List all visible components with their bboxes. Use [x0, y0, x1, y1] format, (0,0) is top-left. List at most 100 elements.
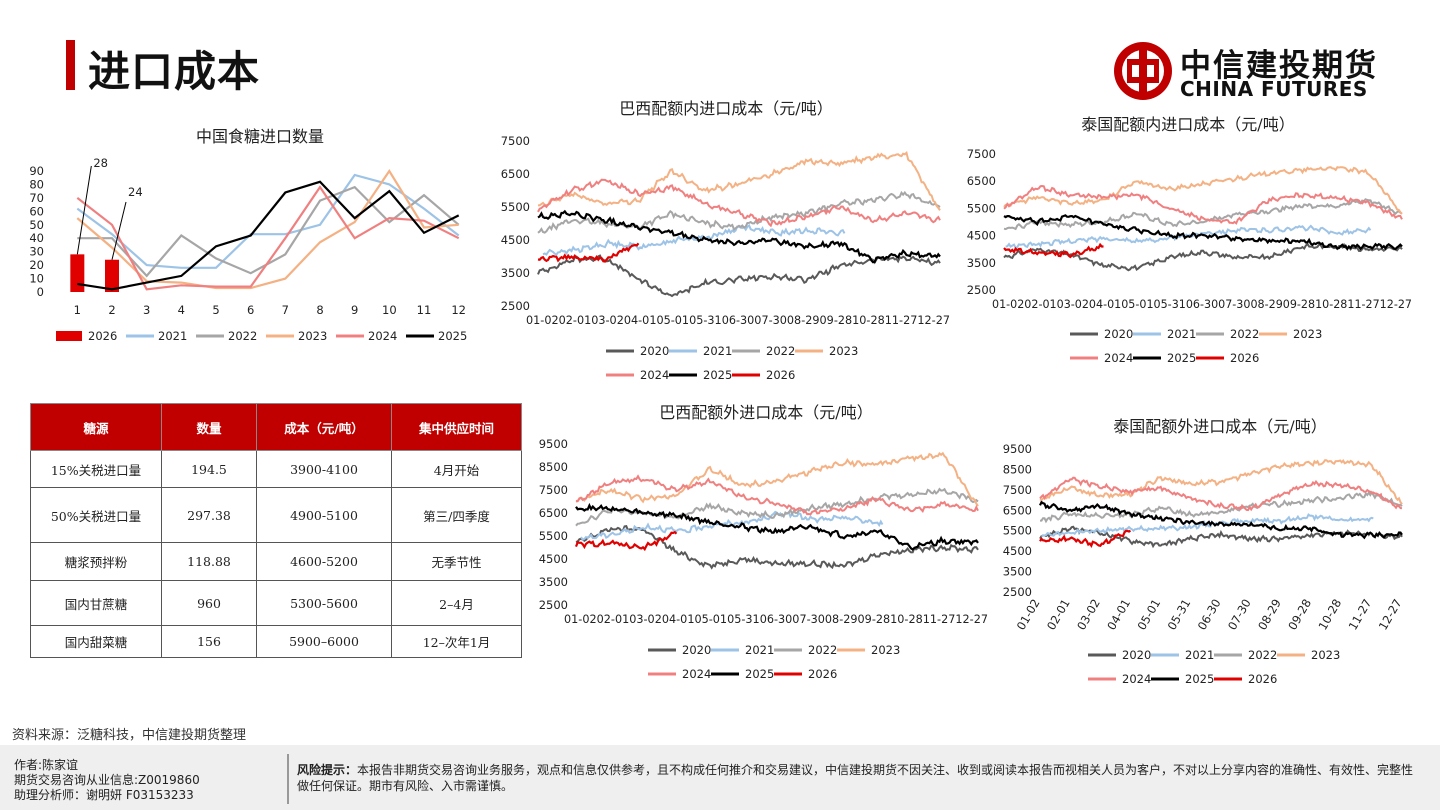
x-tick-label: 1 — [74, 303, 81, 317]
series-line-2024 — [575, 474, 979, 516]
legend-label-2022: 2022 — [1230, 327, 1259, 341]
series-line-2024 — [76, 185, 460, 291]
table-row: 国内甜菜糖 156 5900–6000 12–次年1月 — [30, 625, 522, 658]
series-line-2022 — [537, 190, 941, 234]
y-tick-label: 4500 — [1003, 544, 1032, 558]
table-cell: 5300-5600 — [256, 580, 392, 626]
thai-in-quota-chart: 泰国配额内进口成本（元/吨） 2500 3500 4500 5500 6500 7500 0… — [967, 115, 1412, 365]
legend-label-2024: 2024 — [640, 368, 669, 382]
table-cell: 156 — [161, 625, 257, 658]
y-tick-label: 3500 — [539, 575, 568, 589]
legend-label-2025: 2025 — [703, 368, 732, 382]
x-tick-label: 9 — [351, 303, 358, 317]
legend-label-2025: 2025 — [745, 667, 774, 681]
x-tick-label: 10 — [382, 303, 397, 317]
x-tick-label: 7 — [282, 303, 289, 317]
y-tick-label: 5500 — [539, 529, 568, 543]
x-tick-label: 06-30 — [1195, 597, 1224, 633]
series-line-2024 — [1039, 476, 1403, 512]
table-cell: 3900-4100 — [256, 450, 392, 488]
x-tick-label: 11 — [417, 303, 432, 317]
x-tick-label: 12 — [451, 303, 466, 317]
y-tick-label: 6500 — [501, 167, 530, 181]
brand-name-cn: 中信建投期货 — [1180, 48, 1378, 84]
license-number: 期货交易咨询从业信息:Z0019860 — [14, 773, 200, 787]
legend-label-2024: 2024 — [682, 667, 711, 681]
y-tick-label: 3500 — [1003, 565, 1032, 579]
y-tick-label: 8500 — [1003, 462, 1032, 476]
legend-label-2020: 2020 — [1104, 327, 1133, 341]
table-header-cell: 成本（元/吨） — [256, 403, 392, 451]
y-tick-label: 60 — [29, 204, 44, 218]
series-line-2022 — [575, 487, 979, 527]
legend-label-2022: 2022 — [228, 329, 257, 343]
series-line-2022 — [1040, 490, 1403, 524]
chart-title: 中国食糖进口数量 — [196, 127, 324, 146]
series-line-2025 — [537, 209, 941, 264]
y-tick-label: 5500 — [501, 200, 530, 214]
table-cell: 2–4月 — [391, 580, 522, 626]
legend-label-2021: 2021 — [745, 643, 774, 657]
brand-name-en: CHINA FUTURES — [1180, 77, 1368, 101]
table-row: 15%关税进口量 194.5 3900-4100 4月开始 — [30, 450, 522, 488]
x-tick-labels: 01-0202-0103-0204-0105-0105-3106-3007-30… — [564, 612, 988, 626]
legend-label-2023: 2023 — [298, 329, 327, 343]
import-cost-table: 糖源 数量 成本（元/吨） 集中供应时间 15%关税进口量 194.5 3900… — [30, 403, 522, 658]
series-line-2026 — [1003, 242, 1104, 259]
y-tick-label: 90 — [29, 164, 44, 178]
source-note: 资料来源：泛糖科技，中信建投期货整理 — [12, 728, 247, 743]
table-cell: 194.5 — [161, 450, 257, 488]
series-line-2022 — [1003, 198, 1403, 231]
risk-disclaimer: 风险提示：本报告非期货交易咨询业务服务，观点和信息仅供参考，且不构成任何推介和交… — [297, 762, 1417, 794]
footer-author-info: 作者:陈家谊 期货交易咨询从业信息:Z0019860 助理分析师：谢明妍 F03… — [14, 758, 200, 803]
x-tick-label: 08-29 — [1255, 597, 1284, 633]
legend-label-2025: 2025 — [1167, 351, 1196, 365]
x-tick-label: 3 — [143, 303, 150, 317]
callout-line — [111, 201, 127, 260]
x-tick-label: 04-01 — [1104, 597, 1133, 633]
x-tick-label: 10-28 — [1315, 597, 1344, 633]
data-label: 24 — [128, 185, 143, 199]
x-tick-label: 2 — [108, 303, 115, 317]
x-tick-label: 03-02 — [1074, 597, 1103, 633]
x-tick-label: 11-27 — [1346, 597, 1375, 633]
series-line-2023 — [575, 451, 979, 507]
author: 作者:陈家谊 — [14, 758, 79, 772]
assistant-analyst: 助理分析师：谢明妍 F03153233 — [14, 788, 194, 802]
y-tick-label: 7500 — [501, 134, 530, 148]
table-cell: 960 — [161, 580, 257, 626]
legend-label-2023: 2023 — [1293, 327, 1322, 341]
series-line-2024 — [537, 178, 941, 228]
data-label: 28 — [93, 156, 108, 170]
table-cell: 4月开始 — [391, 450, 522, 488]
x-tick-label: 05-01 — [1134, 597, 1163, 633]
y-tick-label: 80 — [29, 177, 44, 191]
y-tick-label: 8500 — [539, 460, 568, 474]
table-cell: 国内甜菜糖 — [30, 625, 162, 658]
y-tick-label: 2500 — [501, 299, 530, 313]
footer — [0, 745, 1440, 810]
table-cell: 50%关税进口量 — [30, 487, 162, 543]
legend-label-2023: 2023 — [871, 643, 900, 657]
chart-title: 巴西配额外进口成本（元/吨） — [659, 403, 872, 422]
bar-2026 — [105, 259, 119, 292]
risk-text: 本报告非期货交易咨询业务服务，观点和信息仅供参考，且不构成任何推介和交易建议，中… — [297, 763, 1414, 793]
brazil-out-quota-chart: 巴西配额外进口成本（元/吨） 2500 3500 4500 5500 6500 7500 8… — [539, 403, 988, 681]
table-header-cell: 数量 — [161, 403, 257, 451]
table-row: 糖浆预拌粉 118.88 4600-5200 无季节性 — [30, 542, 522, 581]
y-tick-label: 5500 — [967, 201, 996, 215]
y-tick-label: 9500 — [1003, 442, 1032, 456]
x-tick-labels: 01-0202-0103-0204-0105-0105-3106-3007-30… — [526, 313, 950, 327]
chart-title: 巴西配额内进口成本（元/吨） — [619, 99, 832, 118]
legend-label-2025: 2025 — [1185, 672, 1214, 686]
table-cell: 297.38 — [161, 487, 257, 543]
y-tick-label: 7500 — [539, 483, 568, 497]
y-tick-label: 5500 — [1003, 524, 1032, 538]
y-tick-label: 40 — [29, 231, 44, 245]
series-line-2020 — [537, 254, 941, 298]
legend-label-2020: 2020 — [682, 643, 711, 657]
x-tick-label: 01-02 — [1014, 597, 1043, 633]
y-tick-label: 6500 — [1003, 503, 1032, 517]
y-tick-label: 10 — [29, 272, 44, 286]
x-tick-label: 12-27 — [1376, 597, 1405, 633]
